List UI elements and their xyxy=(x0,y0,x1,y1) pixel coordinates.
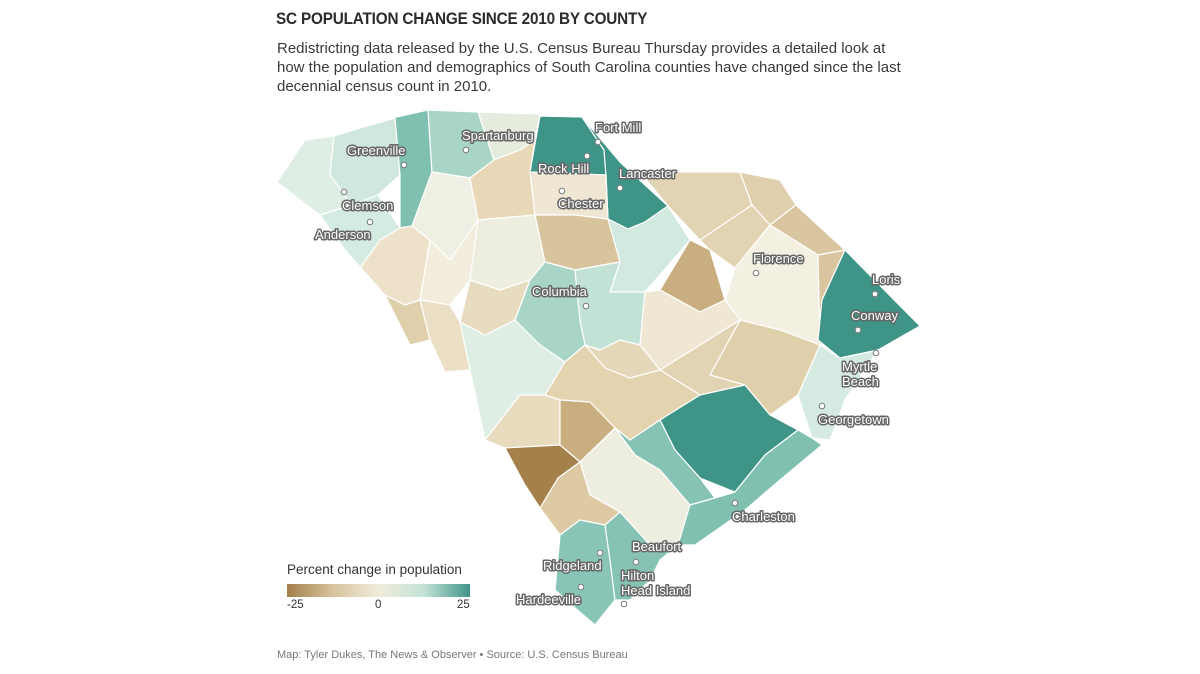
city-label-ridgeland: Ridgeland xyxy=(543,558,602,573)
legend-gradient-bar xyxy=(287,584,470,597)
legend-ticks: -25 0 25 xyxy=(287,597,473,611)
source-credit: Map: Tyler Dukes, The News & Observer • … xyxy=(277,649,628,661)
city-dot-anderson xyxy=(366,218,374,226)
city-dot-florence xyxy=(752,269,760,277)
city-dot-charleston xyxy=(731,499,739,507)
city-dot-columbia xyxy=(582,302,590,310)
city-dot-hilton-head-island xyxy=(632,558,640,566)
map-subtitle: Redistricting data released by the U.S. … xyxy=(277,40,901,95)
city-dot-lancaster xyxy=(616,184,624,192)
legend-mid-label: 0 xyxy=(375,599,382,611)
city-dot-hilton-head-south xyxy=(620,600,628,608)
city-label-georgetown: Georgetown xyxy=(818,412,889,427)
city-label-lancaster: Lancaster xyxy=(619,166,677,181)
city-label-conway: Conway xyxy=(851,308,898,323)
city-label-spartanburg: Spartanburg xyxy=(462,128,534,143)
county-pickens[interactable] xyxy=(329,117,401,206)
city-dot-chester xyxy=(558,187,566,195)
city-label-anderson: Anderson xyxy=(315,227,371,242)
city-dot-georgetown xyxy=(818,402,826,410)
legend-min-label: -25 xyxy=(287,599,304,611)
city-dot-myrtle-beach xyxy=(872,349,880,357)
city-markers: Fort Mill Spartanburg Greenville Rock Hi… xyxy=(314,119,903,609)
city-label-hilton-head-island: Hilton Head Island xyxy=(621,568,690,598)
city-dot-hardeeville xyxy=(577,583,585,591)
legend-title: Percent change in population xyxy=(287,562,462,577)
city-dot-ridgeland xyxy=(596,549,604,557)
city-dot-conway xyxy=(854,326,862,334)
county-charleston[interactable] xyxy=(677,429,823,546)
city-label-charleston: Charleston xyxy=(732,509,795,524)
city-label-myrtle-beach-line-2: Beach xyxy=(842,374,879,389)
city-label-columbia: Columbia xyxy=(532,284,588,299)
legend-max-label: 25 xyxy=(457,599,470,611)
map-title: SC POPULATION CHANGE SINCE 2010 BY COUNT… xyxy=(276,9,648,28)
city-label-hilton-head-island-line: Hilton xyxy=(621,568,654,583)
city-label-hardeeville: Hardeeville xyxy=(516,592,581,607)
city-label-hilton-head-island-line-2: Head Island xyxy=(621,583,690,598)
city-label-rock-hill: Rock Hill xyxy=(538,161,589,176)
city-label-clemson: Clemson xyxy=(342,198,393,213)
county-fairfield[interactable] xyxy=(534,214,621,271)
city-label-greenville: Greenville xyxy=(347,143,406,158)
city-label-chester: Chester xyxy=(558,196,604,211)
county-georgetown[interactable] xyxy=(797,344,879,441)
city-dot-clemson xyxy=(340,188,348,196)
counties xyxy=(276,109,921,626)
city-dot-loris xyxy=(871,290,879,298)
city-label-beaufort: Beaufort xyxy=(632,539,682,554)
city-dot-fort-mill xyxy=(594,138,602,146)
city-dot-spartanburg xyxy=(462,146,470,154)
city-dot-greenville xyxy=(400,161,408,169)
city-label-fort-mill: Fort Mill xyxy=(595,120,641,135)
city-dot-rock-hill xyxy=(583,152,591,160)
city-label-myrtle-beach-line: Myrtle xyxy=(842,359,877,374)
city-label-florence: Florence xyxy=(753,251,804,266)
color-legend: Percent change in population -25 0 25 xyxy=(287,562,473,611)
city-label-loris: Loris xyxy=(872,272,901,287)
city-label-myrtle-beach: Myrtle Beach xyxy=(842,359,881,389)
county-beaufort[interactable] xyxy=(604,511,679,601)
